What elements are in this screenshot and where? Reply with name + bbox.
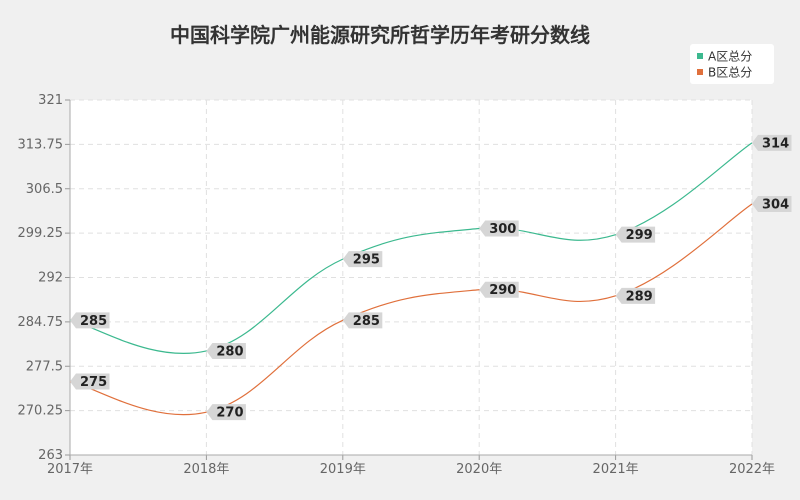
legend-swatch: [697, 69, 703, 75]
data-label-box: [752, 134, 792, 151]
data-label: 290: [479, 281, 519, 298]
data-label: 285: [342, 312, 383, 329]
data-label: 295: [342, 251, 383, 268]
legend-background: [690, 44, 774, 84]
legend-label: A区总分: [708, 50, 752, 64]
data-label: 300: [479, 220, 519, 237]
data-label-text: 285: [353, 314, 380, 329]
data-label-text: 314: [762, 136, 789, 151]
data-label: 304: [752, 196, 792, 213]
data-label-box: [70, 373, 110, 390]
data-label-text: 290: [489, 283, 516, 298]
data-label: 314: [752, 134, 792, 151]
y-tick-label: 299.25: [18, 226, 64, 241]
x-tick-label: 2018年: [183, 462, 229, 477]
data-label-box: [479, 281, 519, 298]
data-label-text: 299: [626, 228, 653, 243]
legend-label: B区总分: [708, 66, 752, 80]
plot-area: 263 270.25 277.5 284.75 292 299.25 306.5 313.75…: [18, 93, 792, 477]
data-label-text: 270: [216, 406, 243, 421]
data-label-box: [206, 342, 246, 359]
data-label-text: 295: [353, 253, 380, 268]
data-label-box: [342, 312, 383, 329]
data-label-box: [70, 312, 110, 329]
data-label-box: [615, 287, 656, 304]
y-tick-label: 277.5: [26, 359, 63, 374]
legend-swatch: [697, 53, 703, 59]
x-tick-label: 2017年: [47, 462, 93, 477]
data-label: 299: [615, 226, 656, 243]
data-label-text: 285: [80, 314, 107, 329]
data-label-box: [615, 226, 656, 243]
data-label: 285: [70, 312, 110, 329]
x-tick-label: 2021年: [593, 462, 639, 477]
data-label-text: 275: [80, 375, 107, 390]
data-label: 280: [206, 342, 246, 359]
data-label-box: [206, 404, 246, 421]
data-label-box: [342, 251, 383, 268]
x-tick-label: 2022年: [729, 462, 775, 477]
x-tick-label: 2020年: [456, 462, 502, 477]
data-label-box: [752, 196, 792, 213]
y-tick-label: 321: [38, 93, 63, 108]
data-label-text: 300: [489, 222, 516, 237]
y-tick-label: 263: [38, 448, 63, 463]
chart-title: 中国科学院广州能源研究所哲学历年考研分数线: [170, 23, 590, 47]
data-label-box: [479, 220, 519, 237]
data-label: 289: [615, 287, 656, 304]
y-tick-label: 292: [38, 271, 63, 286]
data-label: 275: [70, 373, 110, 390]
x-tick-label: 2019年: [320, 462, 366, 477]
y-tick-label: 306.5: [26, 182, 63, 197]
y-tick-label: 270.25: [18, 404, 64, 419]
data-label-text: 289: [626, 289, 653, 304]
y-tick-label: 313.75: [18, 137, 64, 152]
data-label-text: 304: [762, 198, 789, 213]
y-tick-label: 284.75: [18, 315, 64, 330]
legend: A区总分 B区总分: [690, 44, 774, 84]
data-label-text: 280: [216, 344, 243, 359]
data-label: 270: [206, 404, 246, 421]
